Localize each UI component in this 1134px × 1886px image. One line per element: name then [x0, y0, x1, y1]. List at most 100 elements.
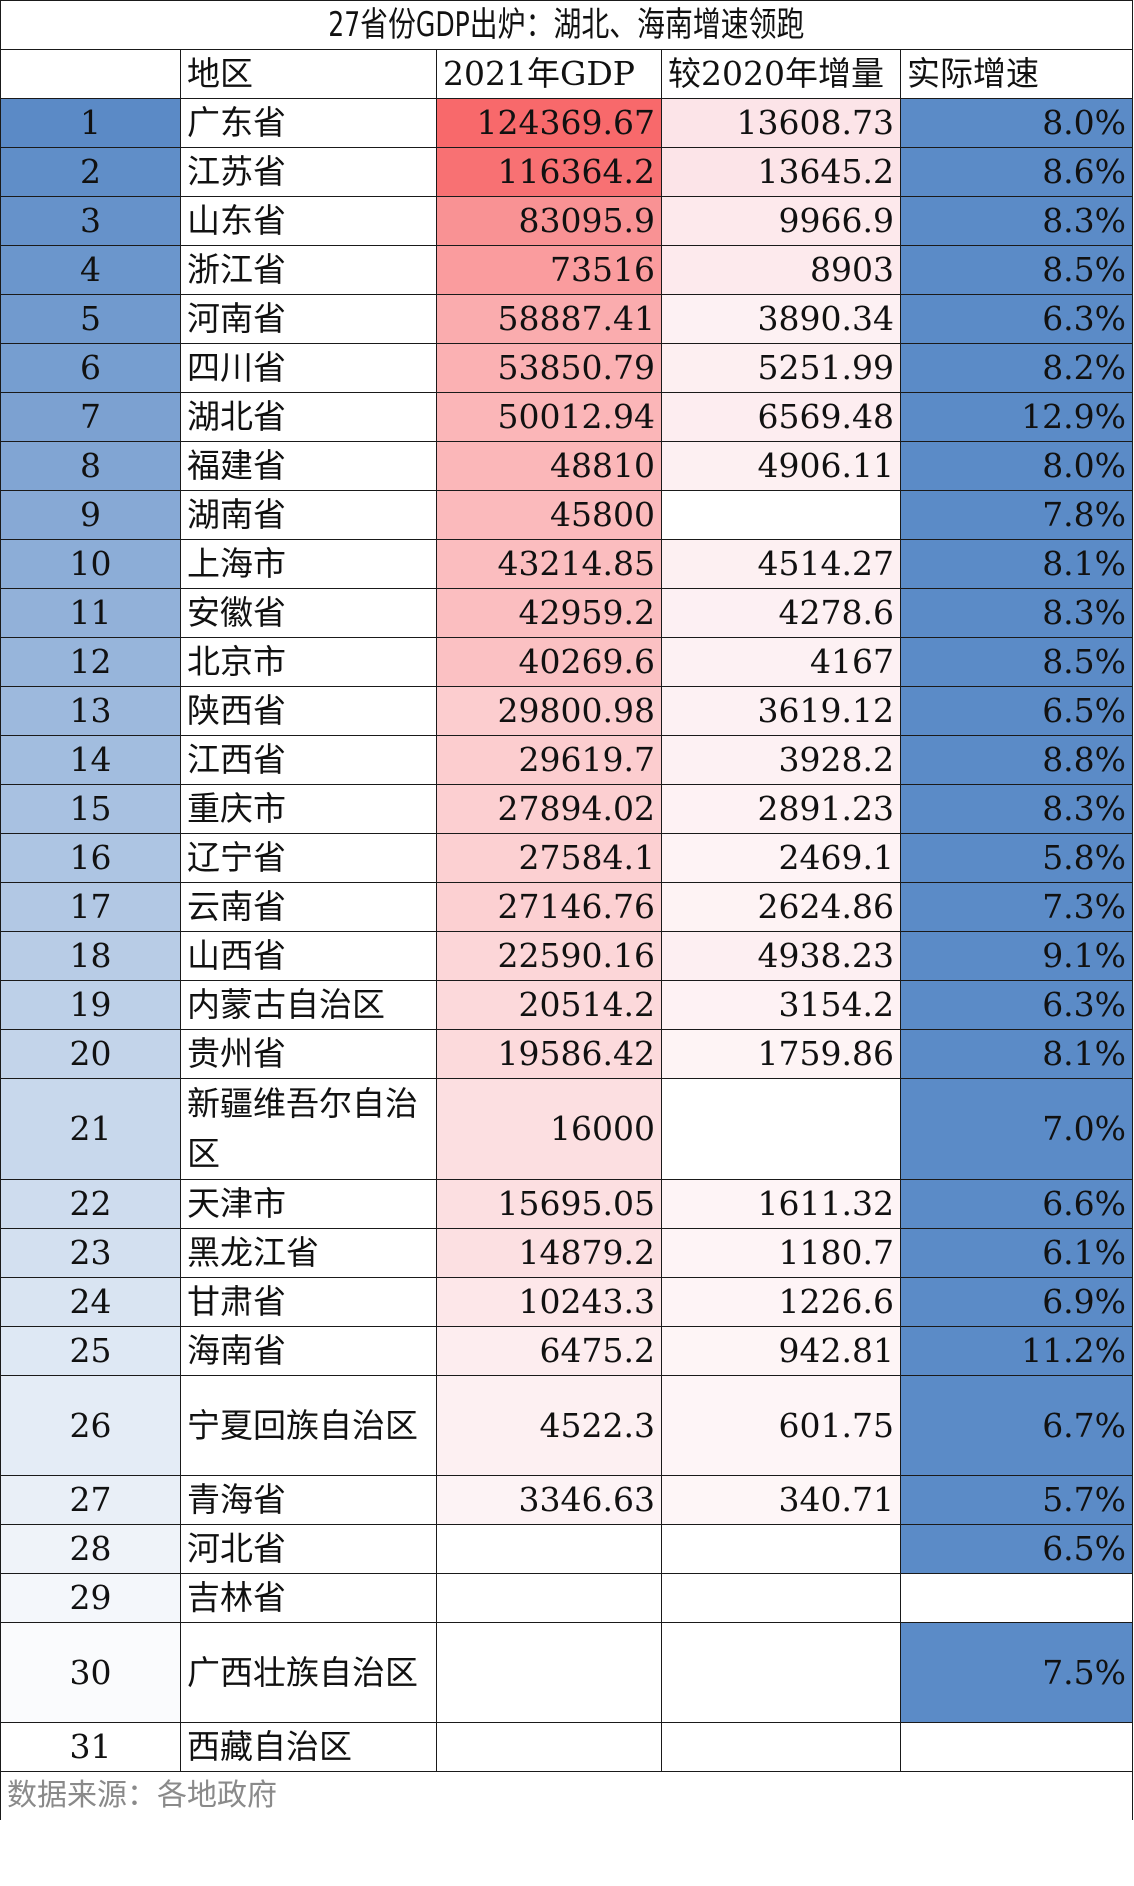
growth-cell[interactable]: 7.8% — [899, 490, 1134, 540]
growth-cell[interactable]: 6.3% — [899, 294, 1134, 344]
increase-cell[interactable]: 1611.32 — [661, 1179, 901, 1229]
region-cell[interactable]: 河北省 — [180, 1524, 437, 1574]
gdp-cell[interactable]: 27894.02 — [436, 784, 662, 834]
region-cell[interactable]: 湖南省 — [180, 490, 437, 540]
increase-cell[interactable]: 9966.9 — [661, 196, 901, 246]
increase-cell[interactable]: 4167 — [661, 637, 901, 687]
increase-cell[interactable]: 4906.11 — [661, 441, 901, 491]
region-cell[interactable]: 内蒙古自治区 — [180, 980, 437, 1030]
region-cell[interactable]: 重庆市 — [180, 784, 437, 834]
region-cell[interactable]: 安徽省 — [180, 588, 437, 638]
increase-cell[interactable]: 6569.48 — [661, 392, 901, 442]
header-gdp-2021[interactable]: 2021年GDP — [436, 49, 662, 99]
increase-cell[interactable]: 8903 — [661, 245, 901, 295]
gdp-cell[interactable]: 3346.63 — [436, 1475, 662, 1525]
gdp-cell[interactable]: 50012.94 — [436, 392, 662, 442]
rank-cell[interactable]: 26 — [0, 1375, 181, 1476]
rank-cell[interactable]: 17 — [0, 882, 181, 932]
rank-cell[interactable]: 8 — [0, 441, 181, 491]
rank-cell[interactable]: 19 — [0, 980, 181, 1030]
rank-cell[interactable]: 9 — [0, 490, 181, 540]
gdp-cell[interactable] — [436, 1722, 662, 1772]
region-cell[interactable]: 吉林省 — [180, 1573, 437, 1623]
rank-cell[interactable]: 28 — [0, 1524, 181, 1574]
increase-cell[interactable]: 4278.6 — [661, 588, 901, 638]
increase-cell[interactable]: 5251.99 — [661, 343, 901, 393]
gdp-cell[interactable]: 14879.2 — [436, 1228, 662, 1278]
region-cell[interactable]: 福建省 — [180, 441, 437, 491]
growth-cell[interactable]: 8.8% — [899, 735, 1134, 785]
gdp-cell[interactable]: 73516 — [436, 245, 662, 295]
region-cell[interactable]: 黑龙江省 — [180, 1228, 437, 1278]
rank-cell[interactable]: 24 — [0, 1277, 181, 1327]
increase-cell[interactable] — [661, 1622, 901, 1723]
rank-cell[interactable]: 7 — [0, 392, 181, 442]
gdp-cell[interactable]: 22590.16 — [436, 931, 662, 981]
growth-cell[interactable]: 5.8% — [899, 833, 1134, 883]
region-cell[interactable]: 四川省 — [180, 343, 437, 393]
growth-cell[interactable] — [899, 1722, 1134, 1772]
growth-cell[interactable]: 6.3% — [899, 980, 1134, 1030]
growth-cell[interactable]: 6.6% — [899, 1179, 1134, 1229]
growth-cell[interactable]: 6.5% — [899, 686, 1134, 736]
region-cell[interactable]: 山西省 — [180, 931, 437, 981]
rank-cell[interactable]: 25 — [0, 1326, 181, 1376]
header-rank[interactable] — [0, 49, 181, 99]
gdp-cell[interactable]: 43214.85 — [436, 539, 662, 589]
increase-cell[interactable]: 3619.12 — [661, 686, 901, 736]
rank-cell[interactable]: 3 — [0, 196, 181, 246]
gdp-cell[interactable]: 48810 — [436, 441, 662, 491]
growth-cell[interactable]: 7.0% — [899, 1078, 1134, 1180]
rank-cell[interactable]: 20 — [0, 1029, 181, 1079]
rank-cell[interactable]: 16 — [0, 833, 181, 883]
region-cell[interactable]: 陕西省 — [180, 686, 437, 736]
growth-cell[interactable]: 6.9% — [899, 1277, 1134, 1327]
rank-cell[interactable]: 29 — [0, 1573, 181, 1623]
increase-cell[interactable]: 1759.86 — [661, 1029, 901, 1079]
rank-cell[interactable]: 15 — [0, 784, 181, 834]
increase-cell[interactable]: 13608.73 — [661, 98, 901, 148]
increase-cell[interactable]: 2624.86 — [661, 882, 901, 932]
growth-cell[interactable]: 6.7% — [899, 1375, 1134, 1476]
region-cell[interactable]: 江西省 — [180, 735, 437, 785]
gdp-cell[interactable]: 19586.42 — [436, 1029, 662, 1079]
gdp-cell[interactable]: 53850.79 — [436, 343, 662, 393]
growth-cell[interactable]: 11.2% — [899, 1326, 1134, 1376]
growth-cell[interactable]: 7.5% — [899, 1622, 1134, 1723]
gdp-cell[interactable]: 20514.2 — [436, 980, 662, 1030]
rank-cell[interactable]: 13 — [0, 686, 181, 736]
growth-cell[interactable] — [899, 1573, 1134, 1623]
increase-cell[interactable]: 942.81 — [661, 1326, 901, 1376]
increase-cell[interactable]: 4514.27 — [661, 539, 901, 589]
rank-cell[interactable]: 21 — [0, 1078, 181, 1180]
growth-cell[interactable]: 8.1% — [899, 1029, 1134, 1079]
region-cell[interactable]: 广东省 — [180, 98, 437, 148]
table-title[interactable]: 27省份GDP出炉：湖北、海南增速领跑 — [0, 0, 1134, 50]
growth-cell[interactable]: 8.5% — [899, 245, 1134, 295]
increase-cell[interactable] — [661, 1078, 901, 1180]
increase-cell[interactable]: 4938.23 — [661, 931, 901, 981]
rank-cell[interactable]: 23 — [0, 1228, 181, 1278]
growth-cell[interactable]: 8.1% — [899, 539, 1134, 589]
gdp-cell[interactable]: 40269.6 — [436, 637, 662, 687]
growth-cell[interactable]: 8.3% — [899, 588, 1134, 638]
region-cell[interactable]: 宁夏回族自治区 — [180, 1375, 437, 1476]
region-cell[interactable]: 青海省 — [180, 1475, 437, 1525]
growth-cell[interactable]: 6.1% — [899, 1228, 1134, 1278]
increase-cell[interactable]: 2469.1 — [661, 833, 901, 883]
gdp-cell[interactable]: 15695.05 — [436, 1179, 662, 1229]
gdp-cell[interactable]: 124369.67 — [436, 98, 662, 148]
region-cell[interactable]: 浙江省 — [180, 245, 437, 295]
header-increase[interactable]: 较2020年增量 — [661, 49, 901, 99]
header-growth[interactable]: 实际增速 — [899, 49, 1134, 99]
region-cell[interactable]: 山东省 — [180, 196, 437, 246]
gdp-cell[interactable]: 27584.1 — [436, 833, 662, 883]
region-cell[interactable]: 江苏省 — [180, 147, 437, 197]
gdp-cell[interactable]: 4522.3 — [436, 1375, 662, 1476]
growth-cell[interactable]: 8.6% — [899, 147, 1134, 197]
gdp-cell[interactable] — [436, 1622, 662, 1723]
increase-cell[interactable]: 340.71 — [661, 1475, 901, 1525]
gdp-cell[interactable] — [436, 1524, 662, 1574]
rank-cell[interactable]: 31 — [0, 1722, 181, 1772]
gdp-cell[interactable]: 6475.2 — [436, 1326, 662, 1376]
